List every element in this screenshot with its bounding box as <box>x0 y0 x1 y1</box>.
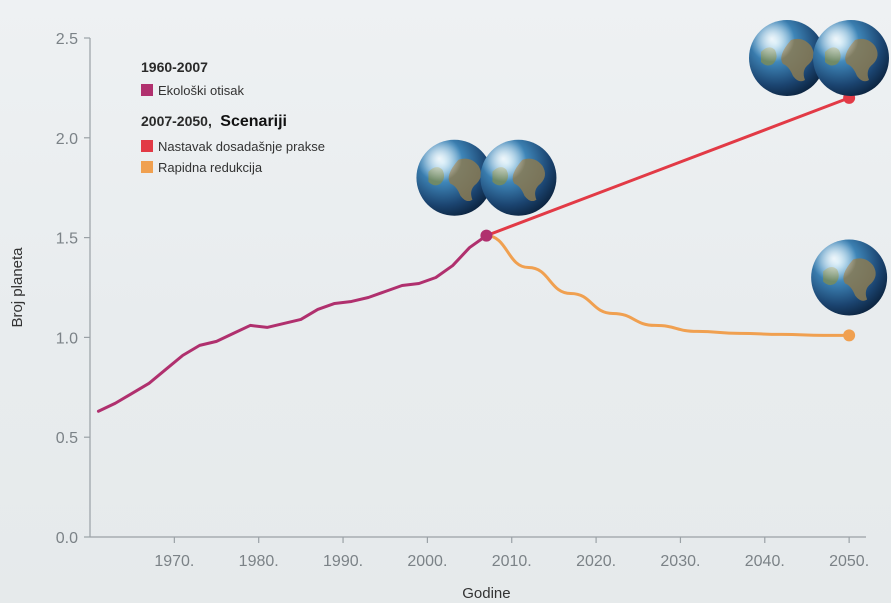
tick-labels: 0.0 0.5 1.0 1.5 2.0 2.5 1970. 1980. 1990. 2000. 20… <box>56 31 869 570</box>
legend-swatch-business-as-usual <box>141 140 153 152</box>
x-axis-title: Godine <box>462 585 510 602</box>
point-markers <box>480 91 856 342</box>
earth-icons <box>416 19 889 316</box>
earth-icon <box>416 139 493 216</box>
y-tick-label: 2.5 <box>56 31 78 48</box>
series-business-as-usual <box>484 96 851 238</box>
y-tick-label: 0.5 <box>56 430 78 447</box>
legend-label-ecological-footprint: Ekološki otisak <box>158 83 244 98</box>
earth-icon <box>749 19 825 96</box>
x-tick-label: 2010. <box>492 553 532 570</box>
series-rapid-reduction <box>484 234 851 337</box>
earth-icon <box>811 239 888 316</box>
y-tick-label: 2.0 <box>56 131 78 148</box>
x-tick-label: 2020. <box>576 553 616 570</box>
legend-heading-period-2: 2007-2050, Scenariji <box>141 113 287 130</box>
y-tick-label: 1.0 <box>56 330 78 347</box>
legend-heading-period-2-years: 2007-2050, <box>141 113 212 129</box>
x-tick-label: 2000. <box>407 553 447 570</box>
x-tick-label: 1990. <box>323 553 363 570</box>
legend-heading-scenarios: Scenariji <box>220 113 287 130</box>
legend-label-business-as-usual: Nastavak dosadašnje prakse <box>158 139 325 154</box>
x-tick-label: 1970. <box>154 553 194 570</box>
y-tick-label: 0.0 <box>56 530 78 547</box>
legend-heading-period-1: 1960-2007 <box>141 59 208 75</box>
legend-swatch-rapid-reduction <box>141 161 153 173</box>
x-tick-label: 2050. <box>829 553 869 570</box>
legend: 1960-2007 Ekološki otisak 2007-2050, Sce… <box>141 59 325 175</box>
earth-icon <box>813 19 889 96</box>
series-lines <box>96 96 851 413</box>
legend-label-rapid-reduction: Rapidna redukcija <box>158 160 263 175</box>
x-tick-label: 1980. <box>239 553 279 570</box>
series-ecological-footprint <box>96 234 488 413</box>
y-tick-label: 1.5 <box>56 231 78 248</box>
series-rapid-reduction-end-marker <box>843 329 856 342</box>
x-tick-label: 2030. <box>660 553 700 570</box>
x-tick-label: 2040. <box>745 553 785 570</box>
earth-icon <box>480 139 557 216</box>
axes <box>84 37 866 543</box>
legend-swatch-ecological-footprint <box>141 84 153 96</box>
branch-point-marker <box>480 229 493 242</box>
y-axis-title: Broj planeta <box>9 247 26 328</box>
